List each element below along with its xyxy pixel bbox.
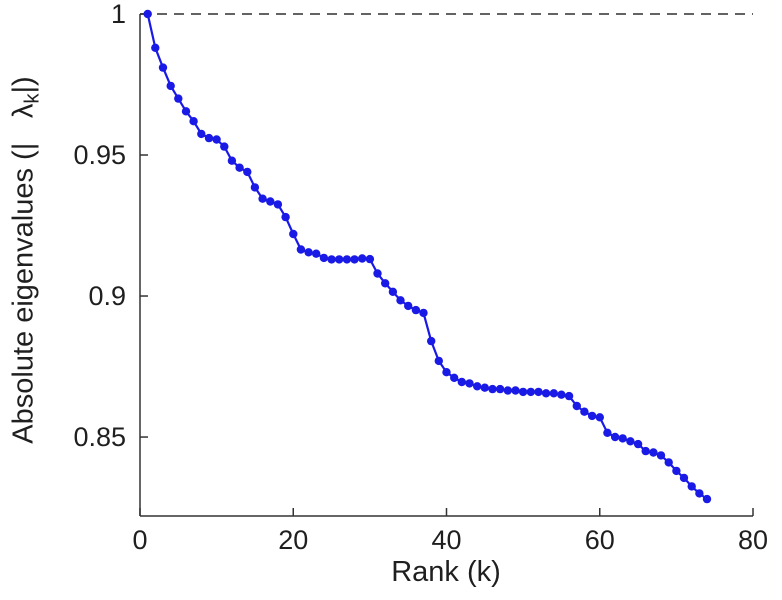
data-point — [572, 401, 581, 411]
data-point — [327, 255, 336, 264]
data-point — [273, 200, 283, 209]
x-tick-label: 0 — [132, 525, 147, 555]
data-point — [289, 229, 298, 239]
data-point — [442, 368, 451, 377]
data-point — [534, 387, 543, 397]
data-point — [404, 301, 413, 311]
data-point — [549, 389, 558, 398]
y-axis-label-text: Absolute eigenvalues (| — [7, 142, 40, 444]
data-point — [189, 117, 198, 126]
data-point — [541, 389, 551, 398]
lambda-symbol: λ — [7, 103, 40, 119]
data-point — [166, 81, 175, 91]
data-point — [610, 432, 620, 442]
data-point — [564, 391, 574, 401]
y-tick-label: 0.85 — [73, 422, 126, 452]
data-point — [342, 255, 352, 264]
data-point — [580, 407, 589, 416]
data-point — [365, 254, 375, 264]
data-point — [679, 473, 689, 483]
data-point — [220, 142, 229, 151]
data-point — [212, 135, 221, 144]
data-point — [480, 383, 489, 392]
data-point — [626, 437, 635, 446]
data-point — [695, 489, 704, 498]
data-point — [649, 448, 658, 457]
data-point — [434, 356, 443, 366]
data-point — [381, 279, 390, 288]
data-point — [503, 386, 512, 395]
lambda-subscript: k — [21, 93, 44, 104]
data-point — [488, 384, 497, 394]
data-point — [158, 63, 168, 72]
y-axis-label: Absolute eigenvalues (| λk|) — [8, 76, 45, 443]
data-point — [633, 439, 643, 449]
data-point — [335, 255, 344, 264]
data-point — [672, 466, 681, 476]
data-point — [457, 377, 466, 387]
data-point — [197, 129, 206, 139]
data-point — [526, 387, 535, 397]
data-point — [618, 434, 627, 443]
data-point — [312, 249, 321, 258]
data-point — [358, 254, 367, 263]
data-point — [656, 451, 666, 460]
data-point — [250, 183, 260, 192]
data-point — [641, 446, 650, 456]
data-point — [227, 156, 237, 165]
data-point — [419, 308, 428, 318]
data-point — [258, 194, 267, 203]
data-point — [304, 248, 313, 257]
data-point — [143, 9, 152, 19]
data-point — [181, 107, 191, 116]
data-point — [511, 386, 520, 395]
data-point — [557, 390, 566, 399]
x-tick-label: 80 — [738, 525, 768, 555]
y-tick-label: 0.95 — [73, 140, 126, 170]
data-point — [266, 197, 275, 206]
data-point — [350, 255, 359, 264]
data-point — [603, 428, 612, 437]
data-point — [495, 384, 505, 394]
data-point — [373, 269, 382, 278]
series-line — [146, 12, 709, 501]
data-point — [296, 245, 306, 254]
data-point — [427, 336, 436, 346]
data-point — [587, 411, 597, 421]
y-axis-label-suffix: |) — [7, 76, 40, 94]
data-point — [174, 94, 183, 103]
data-point — [396, 296, 405, 305]
data-point — [473, 382, 482, 391]
data-point — [151, 43, 160, 52]
x-axis-label: Rank (k) — [391, 556, 501, 588]
data-point — [235, 163, 244, 172]
data-point — [204, 133, 214, 143]
data-point — [281, 212, 290, 222]
data-point — [702, 494, 712, 504]
data-point — [465, 379, 474, 388]
x-tick-label: 20 — [278, 525, 308, 555]
data-point — [664, 458, 673, 467]
x-tick-label: 60 — [585, 525, 615, 555]
data-point — [243, 167, 252, 177]
data-point — [518, 387, 528, 397]
data-point — [687, 482, 696, 491]
x-tick-label: 40 — [431, 525, 461, 555]
data-point — [388, 287, 398, 296]
data-point — [450, 373, 459, 382]
data-point — [411, 305, 421, 315]
y-tick-label: 0.9 — [88, 281, 126, 311]
data-point — [319, 253, 329, 263]
y-tick-label: 1 — [111, 0, 126, 29]
data-point — [595, 413, 604, 422]
